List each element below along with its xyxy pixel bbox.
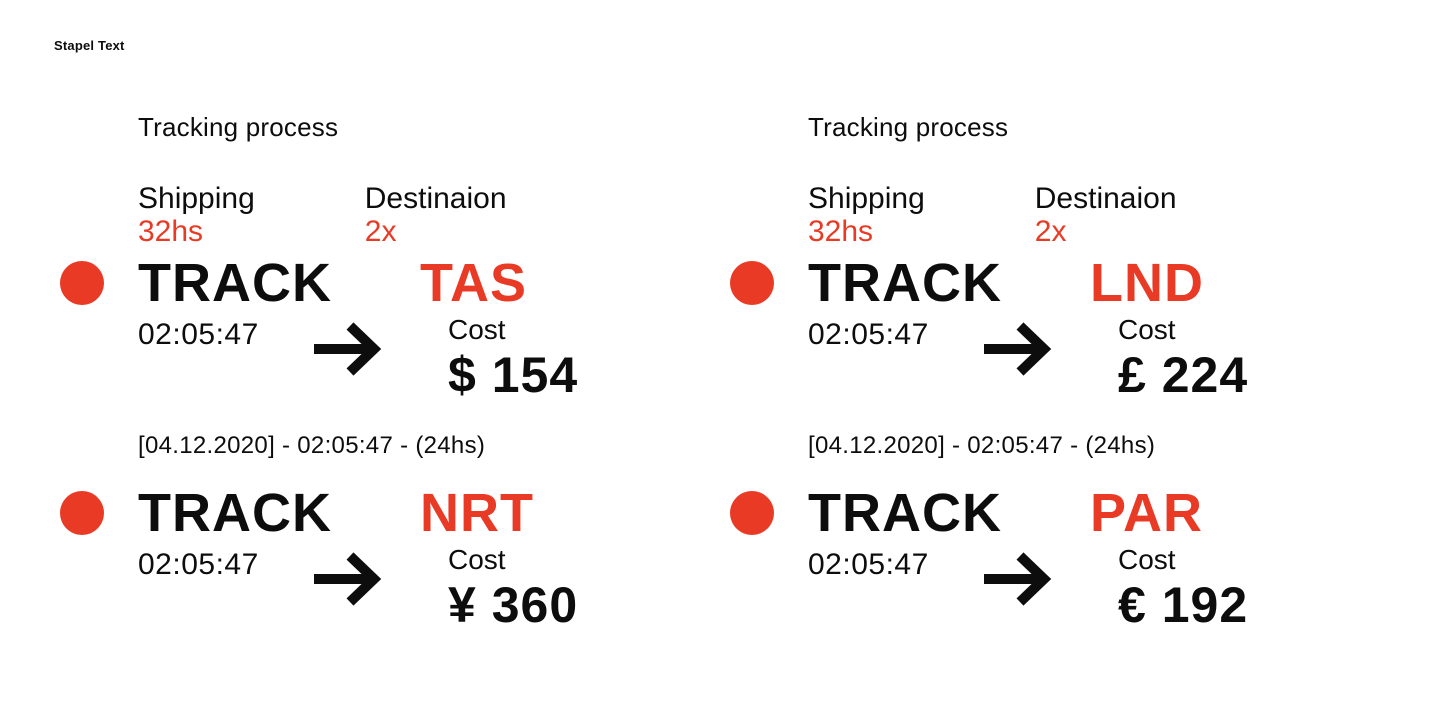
cost-value: € 192 bbox=[1118, 576, 1248, 634]
track-word: TRACK bbox=[808, 482, 1002, 544]
cost-label: Cost bbox=[448, 314, 578, 346]
cost-value: £ 224 bbox=[1118, 346, 1248, 404]
timestamp-line: [04.12.2020] - 02:05:47 - (24hs) bbox=[808, 432, 1380, 460]
arrow-right-icon bbox=[980, 314, 1054, 387]
timestamp-line: [04.12.2020] - 02:05:47 - (24hs) bbox=[138, 432, 710, 460]
destination-code: TAS bbox=[420, 252, 527, 314]
track-group-2: TRACK PAR 02:05:47 Cost € 192 bbox=[730, 482, 1380, 634]
font-name-label: Stapel Text bbox=[54, 38, 125, 53]
destination-label: Destinaion bbox=[1035, 183, 1177, 215]
time-value: 02:05:47 bbox=[138, 544, 310, 582]
track-word: TRACK bbox=[138, 482, 332, 544]
track-row-2: TRACK PAR bbox=[730, 482, 1380, 544]
track-row-2: TRACK NRT bbox=[60, 482, 710, 544]
column-left: Tracking process Shipping 32hs Destinaio… bbox=[60, 112, 710, 720]
track-word: TRACK bbox=[138, 252, 332, 314]
time-value: 02:05:47 bbox=[138, 314, 310, 352]
destination-value: 2x bbox=[365, 215, 507, 248]
destination-code: PAR bbox=[1090, 482, 1203, 544]
arrow-right-icon bbox=[310, 544, 384, 617]
shipping-value: 32hs bbox=[808, 215, 925, 248]
arrow-right-icon bbox=[980, 544, 1054, 617]
meta-row: Shipping 32hs Destinaion 2x bbox=[138, 183, 710, 248]
time-cost-row: 02:05:47 Cost $ 154 bbox=[138, 314, 710, 404]
column-right: Tracking process Shipping 32hs Destinaio… bbox=[730, 112, 1380, 720]
time-cost-row: 02:05:47 Cost ¥ 360 bbox=[138, 544, 710, 634]
time-cost-row: 02:05:47 Cost £ 224 bbox=[808, 314, 1380, 404]
destination-meta: Destinaion 2x bbox=[365, 183, 507, 248]
shipping-meta: Shipping 32hs bbox=[138, 183, 255, 248]
track-word: TRACK bbox=[808, 252, 1002, 314]
destination-code: NRT bbox=[420, 482, 534, 544]
shipping-label: Shipping bbox=[138, 183, 255, 215]
cost-value: ¥ 360 bbox=[448, 576, 578, 634]
cost-label: Cost bbox=[1118, 544, 1248, 576]
time-value: 02:05:47 bbox=[808, 544, 980, 582]
shipping-meta: Shipping 32hs bbox=[808, 183, 925, 248]
status-dot-icon bbox=[60, 261, 104, 305]
track-row-1: TRACK TAS bbox=[60, 252, 710, 314]
section-heading: Tracking process bbox=[138, 112, 710, 143]
destination-label: Destinaion bbox=[365, 183, 507, 215]
destination-meta: Destinaion 2x bbox=[1035, 183, 1177, 248]
section-heading: Tracking process bbox=[808, 112, 1380, 143]
destination-code: LND bbox=[1090, 252, 1204, 314]
destination-value: 2x bbox=[1035, 215, 1177, 248]
shipping-label: Shipping bbox=[808, 183, 925, 215]
meta-row: Shipping 32hs Destinaion 2x bbox=[808, 183, 1380, 248]
columns-wrapper: Tracking process Shipping 32hs Destinaio… bbox=[60, 112, 1380, 720]
cost-block: Cost $ 154 bbox=[448, 314, 578, 404]
status-dot-icon bbox=[730, 491, 774, 535]
cost-label: Cost bbox=[448, 544, 578, 576]
track-group-2: TRACK NRT 02:05:47 Cost ¥ 360 bbox=[60, 482, 710, 634]
status-dot-icon bbox=[730, 261, 774, 305]
status-dot-icon bbox=[60, 491, 104, 535]
time-value: 02:05:47 bbox=[808, 314, 980, 352]
time-cost-row: 02:05:47 Cost € 192 bbox=[808, 544, 1380, 634]
cost-label: Cost bbox=[1118, 314, 1248, 346]
cost-value: $ 154 bbox=[448, 346, 578, 404]
shipping-value: 32hs bbox=[138, 215, 255, 248]
cost-block: Cost € 192 bbox=[1118, 544, 1248, 634]
arrow-right-icon bbox=[310, 314, 384, 387]
cost-block: Cost £ 224 bbox=[1118, 314, 1248, 404]
track-row-1: TRACK LND bbox=[730, 252, 1380, 314]
cost-block: Cost ¥ 360 bbox=[448, 544, 578, 634]
